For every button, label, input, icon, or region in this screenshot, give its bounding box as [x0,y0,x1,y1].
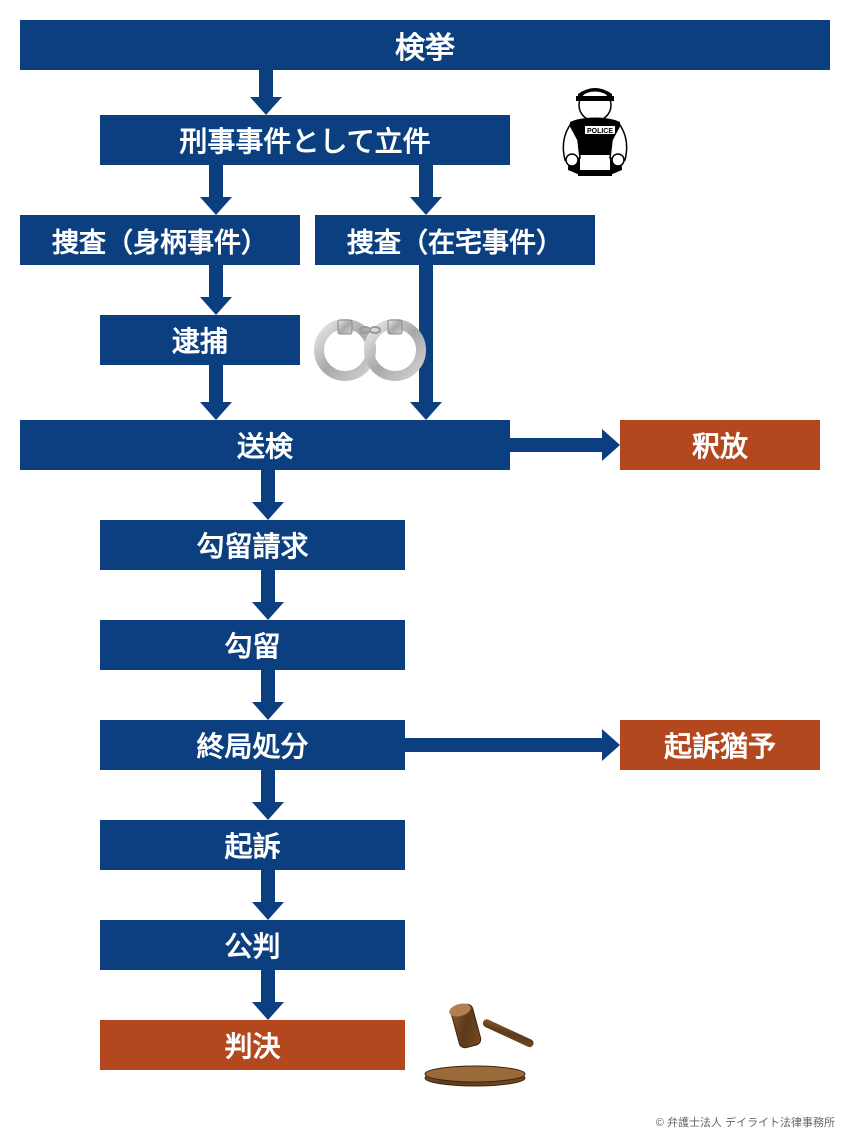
handcuffs-icon [310,300,430,390]
node-n5: 逮捕 [100,315,300,365]
arrow-down [250,70,282,116]
arrow-down [252,670,284,721]
node-n13: 公判 [100,920,405,970]
node-n12: 起訴 [100,820,405,870]
arrow-down [200,165,232,216]
node-n6: 送検 [20,420,510,470]
gavel-icon [415,1000,555,1090]
arrow-right [405,729,621,761]
arrow-down [200,365,232,421]
node-n1: 検挙 [20,20,830,70]
arrow-down [410,165,442,216]
police-icon: POLICE [540,80,650,210]
node-n4: 捜査（在宅事件） [315,215,595,265]
node-n2: 刑事事件として立件 [100,115,510,165]
svg-text:POLICE: POLICE [587,128,613,135]
node-n8: 勾留請求 [100,520,405,570]
arrow-down [252,570,284,621]
arrow-down [252,470,284,521]
node-n11: 起訴猶予 [620,720,820,770]
arrow-down [252,770,284,821]
arrow-down [200,265,232,316]
node-n3: 捜査（身柄事件） [20,215,300,265]
node-n14: 判決 [100,1020,405,1070]
arrow-right [510,429,621,461]
node-n9: 勾留 [100,620,405,670]
credit-text: © 弁護士法人 デイライト法律事務所 [656,1114,835,1130]
arrow-down [252,970,284,1021]
node-n10: 終局処分 [100,720,405,770]
node-n7: 釈放 [620,420,820,470]
arrow-down [252,870,284,921]
